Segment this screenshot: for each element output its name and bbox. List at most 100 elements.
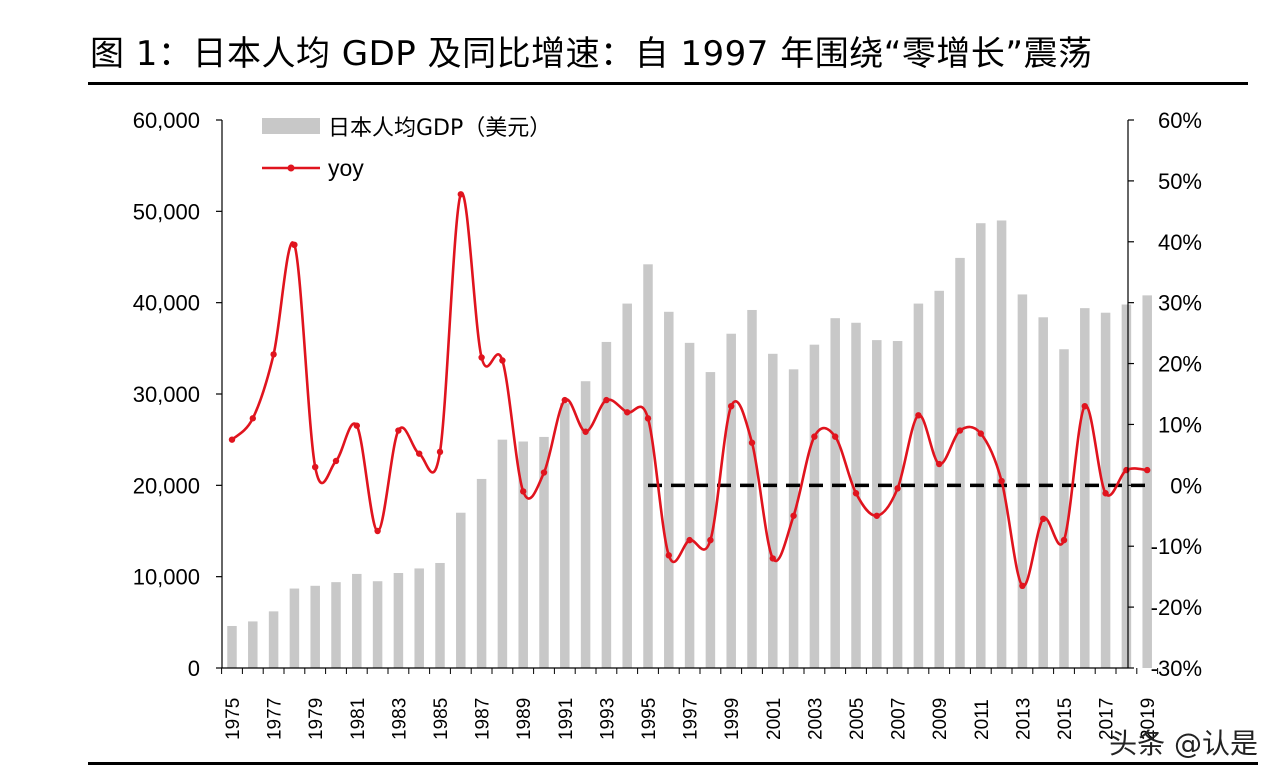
yoy-point-1997 xyxy=(686,536,693,544)
bar-1984 xyxy=(414,568,424,668)
yoy-point-1976 xyxy=(249,415,256,422)
bar-1988 xyxy=(497,439,508,668)
bar-1981 xyxy=(352,573,362,668)
right-tick-label: 10% xyxy=(1158,412,1202,437)
yoy-point-2019 xyxy=(1144,466,1151,474)
yoy-point-2007 xyxy=(894,485,901,492)
yoy-point-2011 xyxy=(977,430,984,437)
left-tick-label: 40,000 xyxy=(133,291,200,316)
bar-1996 xyxy=(664,311,674,668)
yoy-point-2016 xyxy=(1081,402,1089,410)
bar-1986 xyxy=(456,512,466,668)
right-tick-label: 20% xyxy=(1158,352,1202,377)
yoy-point-1991 xyxy=(561,396,568,404)
yoy-point-1982 xyxy=(374,527,381,535)
right-tick-label: 30% xyxy=(1158,291,1202,316)
yoy-point-2010 xyxy=(956,427,964,434)
bar-2001 xyxy=(768,353,778,668)
bar-1978 xyxy=(289,588,300,668)
legend: 日本人均GDP（美元） yoy xyxy=(262,116,551,181)
yoy-point-2018 xyxy=(1123,466,1130,474)
left-tick-label: 10,000 xyxy=(133,565,200,590)
legend-line-label: yoy xyxy=(328,155,364,181)
x-tick-label: 1987 xyxy=(473,698,494,740)
x-tick-label: 1985 xyxy=(431,698,452,740)
bar-2014 xyxy=(1038,317,1048,668)
bar-2000 xyxy=(747,309,757,668)
x-tick-label: 2007 xyxy=(889,698,910,740)
yoy-point-1999 xyxy=(728,402,735,410)
legend-line-marker xyxy=(287,164,295,172)
bar-1980 xyxy=(331,582,341,668)
x-tick-label: 1979 xyxy=(306,698,327,740)
bar-2016 xyxy=(1080,308,1090,668)
yoy-point-2009 xyxy=(936,460,943,468)
bar-2009 xyxy=(934,290,944,668)
yoy-point-1992 xyxy=(582,428,589,435)
left-tick-label: 20,000 xyxy=(133,473,200,498)
yoy-point-1978 xyxy=(291,241,298,249)
yoy-point-1975 xyxy=(228,436,236,443)
right-tick-label: -20% xyxy=(1151,595,1202,620)
bar-1992 xyxy=(580,381,591,668)
bar-2011 xyxy=(976,223,986,668)
yoy-point-1988 xyxy=(499,357,506,364)
bar-2003 xyxy=(809,344,820,668)
yoy-line-series xyxy=(228,191,1151,589)
yoy-point-1996 xyxy=(665,552,672,559)
yoy-point-2004 xyxy=(832,433,839,440)
yoy-point-1980 xyxy=(332,457,340,465)
bar-1989 xyxy=(518,441,528,668)
bar-2010 xyxy=(955,257,965,668)
yoy-point-2015 xyxy=(1060,536,1068,544)
yoy-point-1994 xyxy=(624,409,631,416)
yoy-point-1981 xyxy=(353,422,360,429)
right-tick-label: 50% xyxy=(1158,169,1202,194)
x-tick-label: 1991 xyxy=(556,698,577,740)
bar-1977 xyxy=(268,611,279,668)
watermark: 头条 @认是 xyxy=(1109,727,1258,760)
x-tick-label: 1999 xyxy=(722,698,743,740)
bar-1995 xyxy=(643,264,653,668)
bar-1983 xyxy=(393,573,404,668)
bar-1987 xyxy=(476,478,487,668)
bar-1991 xyxy=(560,403,570,668)
title-underline xyxy=(88,82,1248,85)
bar-1979 xyxy=(310,585,320,668)
yoy-point-1984 xyxy=(416,450,423,457)
bar-2013 xyxy=(1017,294,1028,668)
x-tick-label: 1995 xyxy=(639,698,660,740)
bar-2015 xyxy=(1059,349,1069,668)
yoy-point-2008 xyxy=(915,412,922,419)
bar-2008 xyxy=(913,303,924,668)
x-tick-label: 1983 xyxy=(389,698,410,740)
x-tick-label: 2011 xyxy=(972,699,993,740)
yoy-point-2006 xyxy=(873,512,880,519)
x-tick-label: 2019 xyxy=(1138,698,1159,740)
legend-bar-label: 日本人均GDP（美元） xyxy=(328,116,551,141)
right-tick-label: 0% xyxy=(1170,473,1202,498)
x-tick-label: 1977 xyxy=(265,698,286,740)
x-tick-label: 1997 xyxy=(681,698,702,740)
x-tick-label: 1993 xyxy=(597,698,618,740)
bar-1997 xyxy=(684,342,695,668)
bar-1982 xyxy=(372,581,383,668)
axes: 0 10,000 20,000 30,000 40,000 50,000 60,000 -30… xyxy=(133,108,1202,740)
bar-2012 xyxy=(996,220,1007,668)
bar-2006 xyxy=(872,340,882,668)
left-tick-label: 50,000 xyxy=(133,199,200,224)
x-tick-label: 2001 xyxy=(764,698,785,740)
x-tick-label: 2017 xyxy=(1097,698,1118,740)
x-tick-label: 2003 xyxy=(805,698,826,740)
bar-series xyxy=(227,220,1152,668)
yoy-point-1987 xyxy=(478,354,485,361)
yoy-point-2001 xyxy=(769,555,776,562)
bar-1999 xyxy=(726,333,736,668)
bar-1994 xyxy=(622,303,632,668)
yoy-point-2000 xyxy=(748,439,756,446)
yoy-point-2003 xyxy=(811,433,818,440)
yoy-point-1977 xyxy=(270,351,277,358)
right-tick-label: -10% xyxy=(1151,534,1202,559)
bar-2018 xyxy=(1121,304,1132,668)
